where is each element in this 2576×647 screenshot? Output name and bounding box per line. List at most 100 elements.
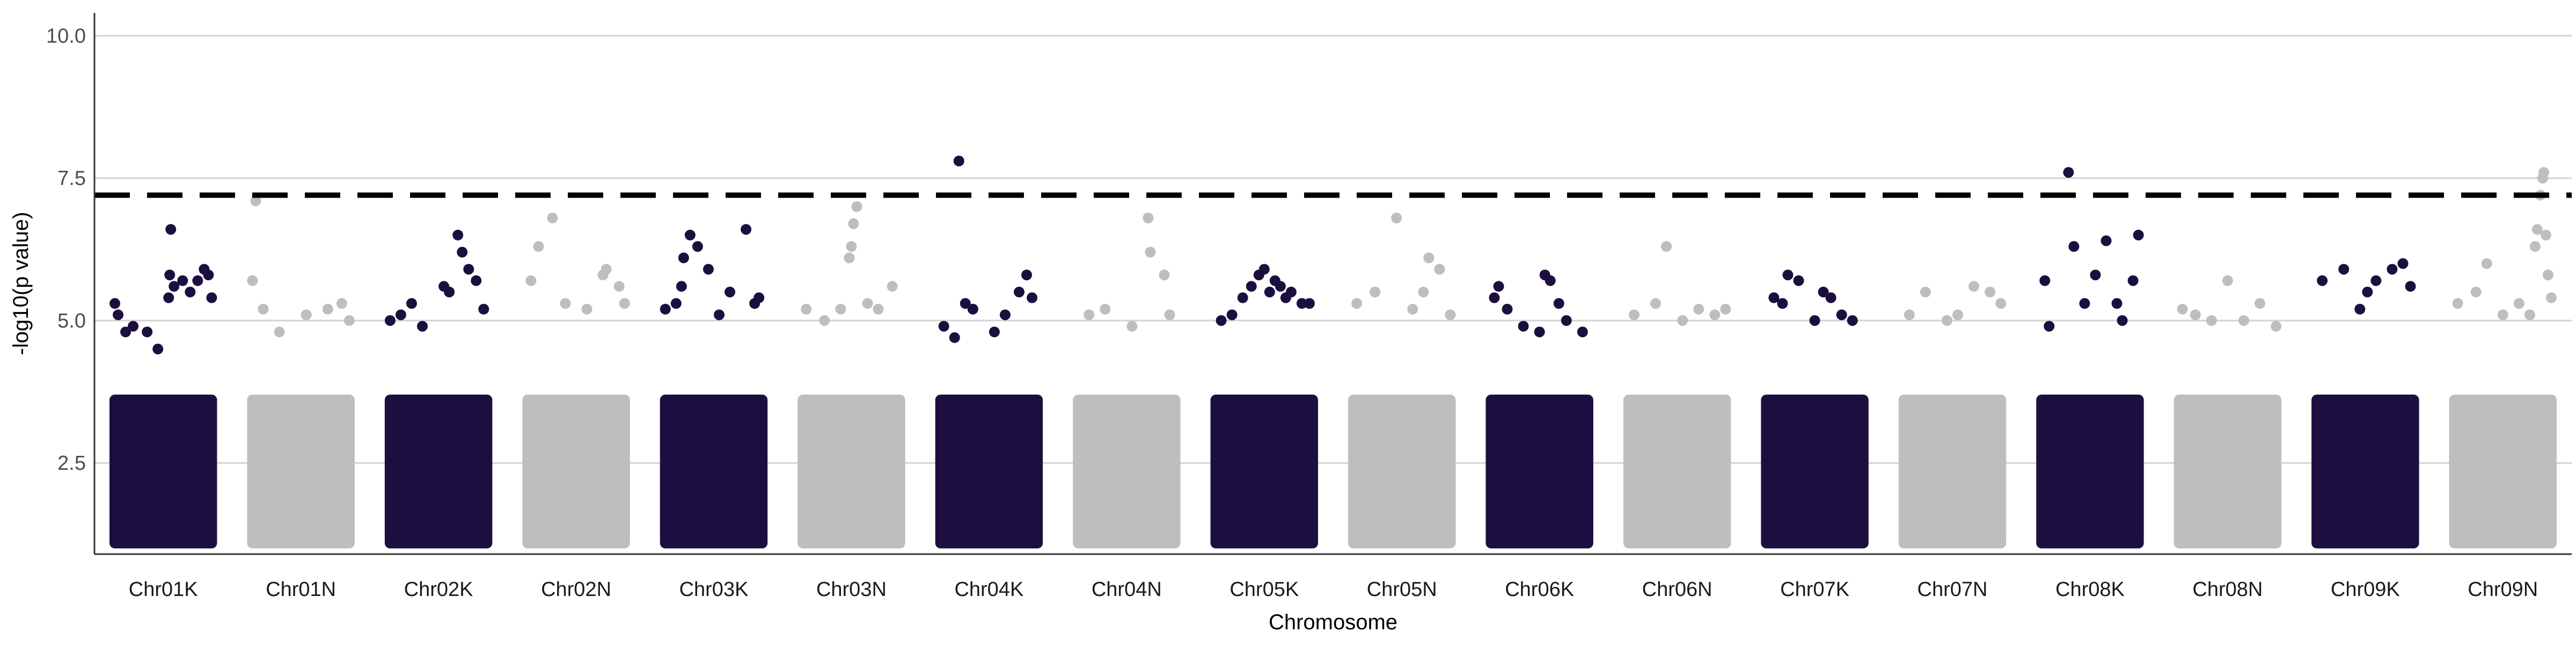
data-point: [887, 281, 898, 292]
data-point: [1818, 286, 1829, 297]
data-point: [2206, 315, 2217, 326]
data-point: [684, 229, 696, 241]
data-point: [1159, 270, 1170, 281]
data-point: [844, 252, 855, 264]
data-point: [1434, 264, 1445, 275]
data-point: [1084, 309, 1095, 321]
data-point: [1553, 298, 1564, 309]
data-point: [2238, 315, 2249, 326]
data-point: [478, 303, 489, 315]
data-point: [1021, 270, 1033, 281]
data-point: [1164, 309, 1175, 321]
data-point: [1545, 275, 1556, 286]
x-axis-title: Chromosome: [1269, 610, 1397, 634]
x-tick-label: Chr08K: [2055, 578, 2125, 601]
data-point: [1661, 241, 1672, 252]
data-point: [2222, 275, 2233, 286]
data-point: [533, 241, 544, 252]
data-point: [250, 195, 261, 207]
data-point: [1423, 252, 1435, 264]
data-point: [2079, 298, 2090, 309]
point-cloud-Chr01K: [109, 394, 217, 549]
data-point: [949, 332, 960, 343]
data-point: [1650, 298, 1662, 309]
data-point: [1027, 292, 1038, 303]
data-point: [1847, 315, 1858, 326]
point-cloud-Chr07K: [1761, 394, 1869, 549]
x-tick-label: Chr09N: [2468, 578, 2538, 601]
point-cloud-Chr05N: [1348, 394, 1456, 549]
y-tick-label: 7.5: [57, 168, 86, 190]
data-point: [452, 229, 464, 241]
x-tick-label: Chr02N: [541, 578, 611, 601]
data-point: [1782, 270, 1794, 281]
x-tick-label: Chr04K: [954, 578, 1023, 601]
data-point: [343, 315, 355, 326]
data-point: [670, 298, 682, 309]
data-point: [1777, 298, 1788, 309]
data-point: [547, 212, 558, 223]
data-point: [163, 292, 174, 303]
data-point: [1100, 303, 1111, 315]
data-point: [152, 344, 164, 355]
data-points: [109, 155, 2557, 355]
x-tick-label: Chr07K: [1780, 578, 1849, 601]
data-point: [192, 275, 203, 286]
data-point: [846, 241, 857, 252]
data-point: [2117, 315, 2128, 326]
data-point: [862, 298, 873, 309]
data-point: [581, 303, 592, 315]
x-tick-label: Chr02K: [404, 578, 473, 601]
point-cloud-Chr08K: [2036, 394, 2144, 549]
y-axis-title: -log10(p value): [9, 212, 33, 355]
x-tick-label: Chr08N: [2192, 578, 2263, 601]
y-tick-labels: 2.5 5.0 7.5 10.0: [46, 25, 86, 475]
data-point: [2177, 303, 2188, 315]
point-cloud-Chr01N: [247, 394, 355, 549]
data-point: [560, 298, 571, 309]
data-point: [258, 303, 269, 315]
data-point: [109, 298, 121, 309]
data-point: [967, 303, 978, 315]
data-point: [1809, 315, 1820, 326]
x-tick-label: Chr03N: [816, 578, 887, 601]
data-point: [2538, 167, 2549, 178]
data-point: [169, 281, 180, 292]
data-point: [801, 303, 812, 315]
data-point: [1351, 298, 1363, 309]
data-point: [247, 275, 258, 286]
gridlines: [94, 34, 2572, 464]
data-point: [1825, 292, 1836, 303]
data-point: [2111, 298, 2123, 309]
point-cloud-Chr02N: [522, 394, 630, 549]
data-point: [819, 315, 830, 326]
data-point: [2524, 309, 2535, 321]
data-point: [1370, 286, 1381, 297]
data-point: [1493, 281, 1504, 292]
data-point: [177, 275, 188, 286]
data-point: [1264, 286, 1275, 297]
data-point: [2497, 309, 2508, 321]
data-point: [1014, 286, 1025, 297]
data-point: [1246, 281, 1257, 292]
data-point: [395, 309, 406, 321]
data-point: [142, 326, 153, 338]
data-point: [1502, 303, 1513, 315]
point-cloud-Chr03K: [660, 394, 768, 549]
data-point: [848, 218, 859, 229]
point-cloud-Chr03N: [797, 394, 905, 549]
data-point: [601, 264, 612, 275]
point-cloud-Chr09K: [2311, 394, 2419, 549]
point-cloud-Chr06N: [1623, 394, 1731, 549]
data-point: [1995, 298, 2007, 309]
data-point: [1693, 303, 1704, 315]
data-point: [660, 303, 671, 315]
data-point: [274, 326, 285, 338]
data-point: [1258, 264, 1270, 275]
point-cloud-Chr04N: [1073, 394, 1181, 549]
data-point: [741, 224, 752, 235]
data-point: [1145, 246, 1156, 258]
x-tick-label: Chr05K: [1230, 578, 1299, 601]
